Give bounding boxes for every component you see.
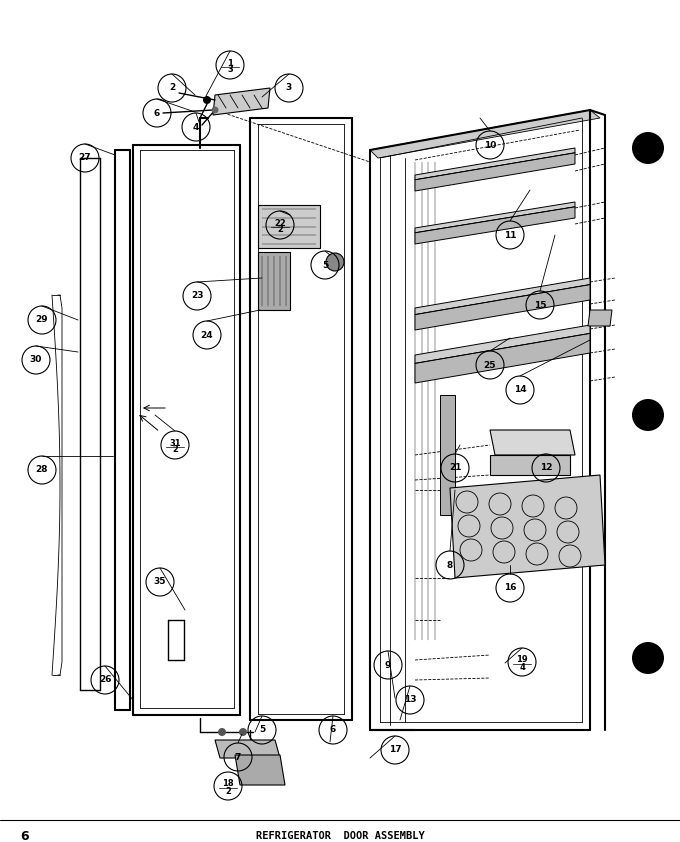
Text: 2: 2 — [169, 83, 175, 93]
Text: 15: 15 — [534, 301, 546, 310]
Text: 3: 3 — [286, 83, 292, 93]
Text: 8: 8 — [447, 561, 453, 569]
Text: 25: 25 — [483, 360, 496, 370]
Text: 19: 19 — [516, 656, 528, 664]
Text: 5: 5 — [259, 726, 265, 734]
Polygon shape — [415, 152, 575, 191]
Text: 10: 10 — [483, 141, 496, 150]
Text: 13: 13 — [404, 695, 416, 705]
Text: 18: 18 — [222, 780, 234, 788]
Text: 6: 6 — [154, 109, 160, 118]
Circle shape — [203, 96, 211, 104]
Polygon shape — [490, 455, 570, 475]
Text: 6: 6 — [20, 829, 29, 842]
Text: 31: 31 — [169, 439, 181, 447]
Polygon shape — [415, 325, 590, 364]
Circle shape — [632, 642, 664, 674]
Circle shape — [218, 728, 226, 736]
Polygon shape — [415, 202, 575, 232]
Text: 30: 30 — [30, 355, 42, 365]
Polygon shape — [450, 475, 605, 578]
Text: 4: 4 — [519, 663, 525, 672]
Text: 35: 35 — [154, 578, 166, 587]
Circle shape — [211, 106, 218, 114]
Polygon shape — [370, 110, 600, 158]
Text: 26: 26 — [99, 675, 112, 685]
Text: 14: 14 — [513, 386, 526, 395]
Polygon shape — [215, 740, 280, 758]
Text: 23: 23 — [191, 291, 203, 301]
Polygon shape — [440, 395, 455, 515]
Circle shape — [632, 132, 664, 164]
Text: 28: 28 — [36, 466, 48, 475]
Text: 27: 27 — [79, 153, 91, 163]
Circle shape — [632, 399, 664, 431]
Polygon shape — [415, 148, 575, 180]
Polygon shape — [588, 310, 612, 326]
Text: 9: 9 — [385, 660, 391, 669]
Text: 7: 7 — [235, 753, 241, 761]
Text: 5: 5 — [322, 260, 328, 269]
Text: 17: 17 — [389, 745, 401, 754]
Polygon shape — [415, 285, 590, 330]
Text: REFRIGERATOR  DOOR ASSEMBLY: REFRIGERATOR DOOR ASSEMBLY — [256, 831, 424, 841]
Polygon shape — [415, 207, 575, 244]
Polygon shape — [258, 252, 290, 310]
Text: 22: 22 — [274, 219, 286, 227]
Polygon shape — [415, 278, 590, 315]
Text: 11: 11 — [504, 231, 516, 239]
Text: 29: 29 — [35, 316, 48, 324]
Circle shape — [326, 253, 344, 271]
Text: 4: 4 — [193, 122, 199, 131]
Polygon shape — [490, 430, 575, 455]
Polygon shape — [415, 333, 590, 383]
Polygon shape — [258, 205, 320, 248]
Text: 16: 16 — [504, 584, 516, 593]
Polygon shape — [235, 755, 285, 785]
Text: 12: 12 — [540, 463, 552, 472]
Text: 2: 2 — [277, 226, 283, 235]
Text: 24: 24 — [201, 331, 214, 339]
Text: 3: 3 — [227, 66, 233, 74]
Text: 2: 2 — [225, 786, 231, 796]
Text: 1: 1 — [227, 58, 233, 67]
Polygon shape — [213, 88, 270, 115]
Text: 6: 6 — [330, 726, 336, 734]
Circle shape — [239, 728, 247, 736]
Text: 2: 2 — [172, 445, 178, 455]
Text: 21: 21 — [449, 463, 461, 472]
